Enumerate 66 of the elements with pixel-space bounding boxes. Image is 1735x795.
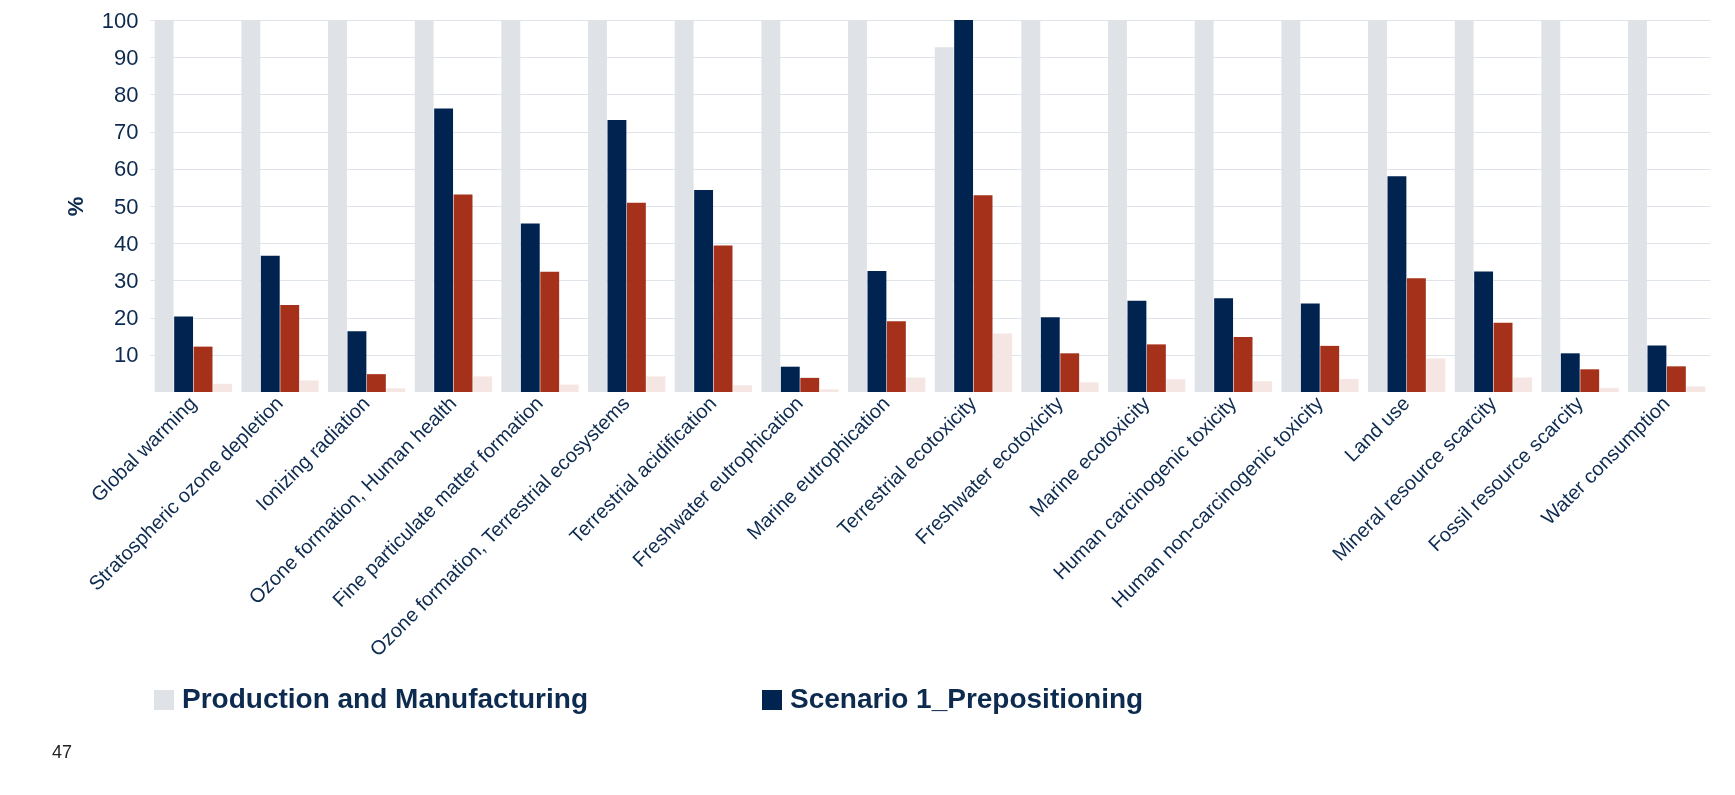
bar: [520, 223, 540, 392]
bar: [540, 271, 560, 392]
bar: [434, 108, 454, 392]
y-tick-label: 100: [101, 7, 139, 33]
y-tick-label: 70: [114, 119, 139, 145]
bar: [299, 380, 319, 392]
bar: [1666, 366, 1686, 392]
y-tick-label: 90: [114, 44, 139, 70]
bar: [366, 374, 386, 392]
bar: [453, 194, 473, 392]
bar: [1079, 382, 1099, 392]
bar: [174, 316, 194, 392]
bar: [626, 202, 646, 392]
bar: [1513, 377, 1532, 392]
bar: [993, 333, 1012, 392]
legend-label: Scenario 1_Prepositioning: [790, 683, 1144, 714]
y-tick-label: 20: [114, 305, 139, 331]
bar: [713, 245, 733, 392]
bar: [800, 377, 820, 392]
bar: [193, 346, 213, 392]
y-axis-title: %: [62, 196, 88, 217]
bar: [906, 377, 926, 392]
bar: [1166, 379, 1186, 392]
y-tick-label: 10: [114, 342, 139, 368]
bar: [1560, 353, 1580, 392]
bar: [954, 20, 974, 392]
y-tick-label: 50: [114, 193, 139, 219]
bar: [1253, 381, 1272, 392]
y-tick-label: 60: [114, 156, 139, 182]
bar: [1127, 300, 1147, 392]
y-tick-label: 40: [114, 230, 139, 256]
legend-label: Production and Manufacturing: [182, 683, 588, 714]
bar: [559, 384, 579, 392]
bar: [1426, 358, 1446, 392]
text: 47: [52, 742, 73, 763]
bar: [1387, 176, 1407, 392]
bar: [280, 304, 300, 392]
bar: [1214, 298, 1234, 392]
bar: [1599, 387, 1619, 392]
bar: [733, 385, 752, 392]
bar: [347, 331, 367, 392]
bar: [1146, 344, 1166, 392]
bar: [1493, 322, 1513, 392]
bar: [646, 376, 666, 392]
y-tick-label: 80: [114, 81, 139, 107]
bar: [973, 195, 993, 392]
bar: [780, 366, 800, 392]
bar: [260, 255, 280, 392]
bar: [867, 271, 887, 392]
y-tick-label: 30: [114, 267, 139, 293]
bar: [1300, 303, 1320, 392]
bar: [473, 376, 492, 392]
bar: [213, 383, 232, 392]
bar: [1406, 278, 1426, 392]
bar: [1647, 345, 1667, 392]
bar: [1320, 345, 1340, 392]
bar: [1580, 369, 1600, 392]
bar: [886, 321, 906, 392]
bar: [694, 190, 714, 392]
bar: [1686, 386, 1706, 392]
bar: [1339, 378, 1359, 392]
bar: [1474, 271, 1494, 392]
bar: [1233, 336, 1253, 392]
bar: [607, 120, 627, 392]
bar: [1060, 353, 1080, 392]
bar: [1040, 317, 1060, 392]
